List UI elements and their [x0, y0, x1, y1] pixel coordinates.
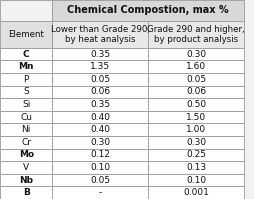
- Bar: [0, 149, 52, 161]
- Bar: [0, 136, 52, 149]
- Text: -: -: [99, 188, 102, 197]
- Text: C: C: [23, 50, 29, 59]
- Text: P: P: [24, 75, 29, 84]
- Bar: [0, 98, 52, 111]
- Bar: [0, 123, 52, 136]
- Bar: [0, 73, 52, 86]
- Text: Chemical Compostion, max %: Chemical Compostion, max %: [67, 5, 229, 16]
- Text: Mn: Mn: [19, 62, 34, 71]
- Text: B: B: [23, 188, 30, 197]
- Text: 1.50: 1.50: [186, 113, 206, 122]
- Bar: [0, 174, 52, 186]
- Bar: [52, 186, 148, 199]
- Text: 0.001: 0.001: [183, 188, 209, 197]
- Text: 0.05: 0.05: [186, 75, 206, 84]
- Bar: [0, 0, 52, 21]
- Text: 1.60: 1.60: [186, 62, 206, 71]
- Bar: [52, 86, 148, 98]
- Text: 1.00: 1.00: [186, 125, 206, 134]
- Bar: [52, 60, 148, 73]
- Text: Cu: Cu: [20, 113, 32, 122]
- Bar: [148, 161, 244, 174]
- Text: 0.30: 0.30: [186, 138, 206, 147]
- Text: 0.40: 0.40: [90, 125, 110, 134]
- Text: 0.30: 0.30: [90, 138, 110, 147]
- Text: Cr: Cr: [21, 138, 31, 147]
- Text: 1.35: 1.35: [90, 62, 110, 71]
- Bar: [52, 149, 148, 161]
- Bar: [148, 86, 244, 98]
- Text: 0.25: 0.25: [186, 150, 206, 159]
- Bar: [52, 98, 148, 111]
- Bar: [148, 186, 244, 199]
- Bar: [52, 48, 148, 60]
- Bar: [148, 149, 244, 161]
- Bar: [148, 123, 244, 136]
- Text: 0.50: 0.50: [186, 100, 206, 109]
- Bar: [148, 111, 244, 123]
- Bar: [148, 174, 244, 186]
- Text: Element: Element: [8, 30, 44, 39]
- Text: Nb: Nb: [19, 176, 33, 185]
- Text: 0.10: 0.10: [90, 163, 110, 172]
- Bar: [148, 60, 244, 73]
- Text: 0.05: 0.05: [90, 75, 110, 84]
- Bar: [148, 98, 244, 111]
- Bar: [0, 186, 52, 199]
- Bar: [148, 136, 244, 149]
- Bar: [0, 86, 52, 98]
- Bar: [148, 21, 244, 48]
- Text: 0.05: 0.05: [90, 176, 110, 185]
- Text: 0.40: 0.40: [90, 113, 110, 122]
- Text: 0.30: 0.30: [186, 50, 206, 59]
- Bar: [52, 73, 148, 86]
- Bar: [148, 48, 244, 60]
- Bar: [52, 136, 148, 149]
- Bar: [52, 174, 148, 186]
- Bar: [148, 73, 244, 86]
- Text: 0.35: 0.35: [90, 100, 110, 109]
- Text: Mo: Mo: [19, 150, 34, 159]
- Bar: [52, 123, 148, 136]
- Text: Grade 290 and higher,
by product analysis: Grade 290 and higher, by product analysi…: [147, 25, 245, 44]
- Text: S: S: [23, 87, 29, 96]
- Text: 0.06: 0.06: [90, 87, 110, 96]
- Bar: [0, 21, 52, 48]
- Text: Ni: Ni: [22, 125, 31, 134]
- Bar: [0, 111, 52, 123]
- Bar: [52, 21, 148, 48]
- Bar: [0, 60, 52, 73]
- Bar: [0, 161, 52, 174]
- Text: Si: Si: [22, 100, 30, 109]
- Bar: [0, 48, 52, 60]
- Text: Lower than Grade 290,
by heat analysis: Lower than Grade 290, by heat analysis: [51, 25, 150, 44]
- Text: V: V: [23, 163, 29, 172]
- Text: 0.06: 0.06: [186, 87, 206, 96]
- Text: 0.12: 0.12: [90, 150, 110, 159]
- Text: 0.35: 0.35: [90, 50, 110, 59]
- Bar: [52, 111, 148, 123]
- Bar: [52, 161, 148, 174]
- Bar: [52, 0, 244, 21]
- Text: 0.10: 0.10: [186, 176, 206, 185]
- Text: 0.13: 0.13: [186, 163, 206, 172]
